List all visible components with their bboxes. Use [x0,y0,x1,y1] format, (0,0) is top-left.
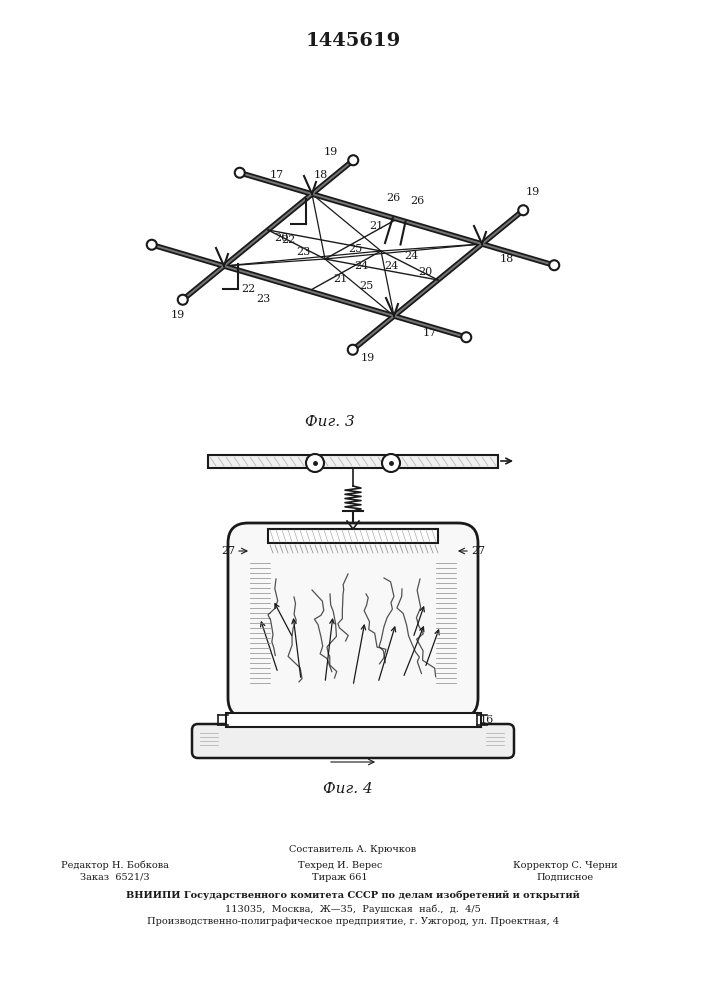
Text: 16: 16 [480,715,494,725]
Text: 24: 24 [404,251,418,261]
Text: 21: 21 [369,221,383,231]
Text: Редактор Н. Бобкова: Редактор Н. Бобкова [61,861,169,870]
Text: 113035,  Москва,  Ж—35,  Раушская  наб.,  д.  4/5: 113035, Москва, Ж—35, Раушская наб., д. … [225,904,481,914]
Text: Тираж 661: Тираж 661 [312,873,368,882]
Circle shape [147,240,157,250]
Text: 27: 27 [471,546,485,556]
Text: 20: 20 [274,233,288,243]
Text: 19: 19 [526,187,540,197]
Text: 19: 19 [361,353,375,363]
Text: 26: 26 [386,193,400,203]
Text: Фиг. 3: Фиг. 3 [305,415,355,429]
Text: 23: 23 [256,294,270,304]
Text: 17: 17 [423,328,436,338]
Text: Заказ  6521/3: Заказ 6521/3 [80,873,150,882]
Bar [208,455,498,468]
Text: Фиг. 4: Фиг. 4 [323,782,373,796]
Text: Подписное: Подписное [537,873,594,882]
Text: 22: 22 [281,235,295,245]
Text: 27: 27 [221,546,235,556]
FancyBboxPatch shape [228,523,478,718]
Text: Техред И. Верес: Техред И. Верес [298,861,382,870]
Text: 17: 17 [269,169,284,180]
Text: 26: 26 [411,196,425,206]
Text: 25: 25 [359,281,373,291]
FancyBboxPatch shape [192,724,514,758]
Text: 18: 18 [500,254,514,264]
Text: 19: 19 [324,147,339,157]
Bar [268,529,438,543]
Text: 21: 21 [333,274,347,284]
Circle shape [348,345,358,355]
Text: 23: 23 [296,247,310,257]
Text: 22: 22 [241,284,255,294]
Circle shape [382,454,400,472]
Circle shape [549,260,559,270]
Text: Производственно-полиграфическое предприятие, г. Ужгород, ул. Проектная, 4: Производственно-полиграфическое предприя… [147,917,559,926]
Bar [226,713,481,727]
Text: 18: 18 [314,170,328,180]
Text: 1445619: 1445619 [305,32,401,50]
Circle shape [518,205,528,215]
Text: 19: 19 [170,310,185,320]
Circle shape [306,454,324,472]
Circle shape [235,168,245,178]
Circle shape [177,295,188,305]
Text: 24: 24 [354,261,368,271]
Text: 25: 25 [348,244,362,254]
Text: Корректор С. Черни: Корректор С. Черни [513,861,617,870]
Text: ВНИИПИ Государственного комитета СССР по делам изобретений и открытий: ВНИИПИ Государственного комитета СССР по… [126,891,580,900]
Text: 20: 20 [418,267,432,277]
Circle shape [349,155,358,165]
Text: Составитель А. Крючков: Составитель А. Крючков [289,845,416,854]
Text: 24: 24 [384,261,398,271]
Circle shape [461,332,472,342]
